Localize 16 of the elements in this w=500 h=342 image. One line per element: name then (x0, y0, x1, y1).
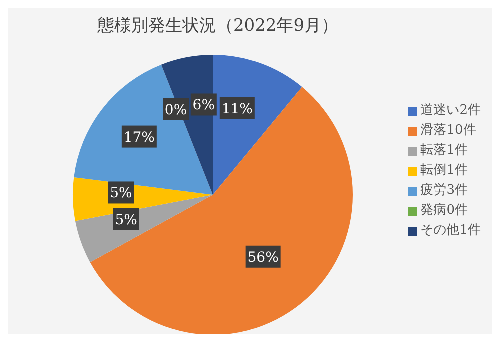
data-label: 5% (110, 186, 132, 202)
legend-label: 疲労3件 (420, 183, 468, 199)
data-label: 17% (124, 130, 155, 146)
data-label: 6% (192, 98, 216, 114)
legend-label: その他1件 (420, 223, 481, 239)
legend-label: 滑落10件 (420, 123, 476, 139)
legend-label: 転倒1件 (420, 163, 468, 179)
legend-label: 道迷い2件 (420, 103, 481, 119)
data-label: 56% (248, 250, 279, 266)
pie-slice (90, 87, 353, 334)
chart-title: 態様別発生状況（2022年9月） (96, 15, 340, 37)
legend-label: 転落1件 (420, 143, 468, 159)
text: 0% (164, 102, 188, 118)
legend-label: 発病0件 (420, 203, 468, 219)
data-label: 5% (115, 212, 138, 228)
data-label: 11% (222, 101, 253, 118)
